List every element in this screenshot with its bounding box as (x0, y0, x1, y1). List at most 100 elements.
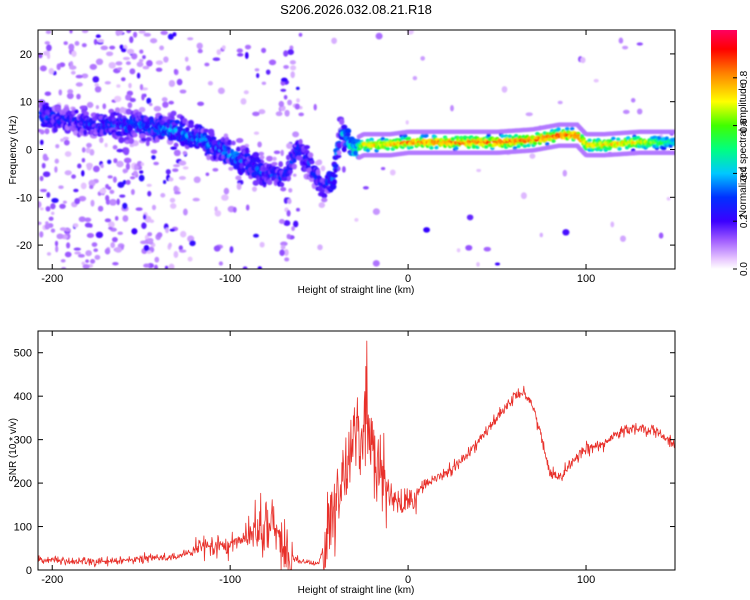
spectrogram-cell (104, 218, 112, 223)
spectrogram-x-ticks: -200 -100 0 100 (41, 30, 595, 285)
spectrogram-cell (115, 61, 123, 66)
spectrogram-cell (303, 145, 310, 150)
spectrogram-cell (512, 146, 518, 151)
spectrogram-cell (289, 60, 296, 65)
spectrogram-cell (242, 266, 248, 269)
spectrogram-y-tick-label: 20 (20, 49, 32, 61)
spectrogram-cell (82, 264, 90, 269)
snr-x-ticks: -200 -100 0 100 (41, 331, 595, 586)
spectrogram-cell (146, 60, 153, 67)
spectrogram-cell (557, 100, 563, 105)
spectrogram-cell (283, 220, 291, 227)
spectrogram-cell (556, 126, 561, 131)
spectrogram-cell (185, 65, 191, 71)
spectrogram-cell (259, 241, 265, 248)
spectrogram-cell (622, 45, 629, 50)
spectrogram-cell (286, 233, 291, 240)
spectrogram-cell (143, 214, 147, 220)
spectrogram-cell (341, 124, 348, 130)
spectrogram-cell (74, 109, 79, 114)
spectrogram-cell (666, 196, 671, 201)
spectrogram-cell (217, 87, 225, 95)
spectrogram-cell (110, 242, 116, 249)
spectrogram-cell (169, 228, 176, 232)
spectrogram-cell (52, 126, 58, 133)
spectrogram-x-label: Height of straight line (km) (298, 285, 415, 296)
spectrogram-cell (136, 160, 143, 167)
spectrogram-cell (81, 261, 86, 266)
spectrogram-cell (254, 68, 260, 72)
spectrogram-cell (196, 42, 203, 50)
spectrogram-cell (55, 144, 60, 149)
snr-x-tick-label: -200 (41, 574, 63, 586)
spectrogram-cell (450, 137, 455, 142)
spectrogram-cell (283, 50, 289, 57)
spectrogram-cell (81, 147, 86, 153)
spectrogram-cell (149, 38, 158, 44)
spectrogram-cell (168, 242, 172, 248)
spectrogram-cell (126, 48, 135, 55)
spectrogram-cell (532, 141, 537, 146)
spectrogram-cell (95, 231, 104, 239)
spectrogram-cell (507, 134, 513, 139)
spectrogram-cell (140, 137, 147, 142)
spectrogram-cell (94, 254, 101, 260)
spectrogram-cell (105, 184, 110, 189)
spectrogram-cell (78, 216, 86, 223)
spectrogram-cell (235, 138, 244, 143)
spectrogram-cell (180, 230, 187, 238)
spectrogram-cell (39, 129, 45, 135)
spectrogram-cell (89, 63, 98, 70)
spectrogram-cell (63, 41, 68, 45)
spectrogram-cell (138, 174, 145, 182)
spectrogram-cell (151, 204, 157, 211)
spectrogram-cell (92, 165, 100, 173)
spectrogram-cell (125, 61, 131, 66)
spectrogram-cell (136, 61, 144, 68)
spectrogram-cell (59, 203, 66, 209)
spectrogram-cell (454, 146, 459, 151)
spectrogram-cell (380, 136, 385, 141)
spectrogram-cell (315, 168, 321, 176)
spectrogram-cell (197, 101, 205, 107)
spectrogram-cell (630, 98, 636, 103)
spectrogram-cell (287, 198, 292, 205)
spectrogram-cell (48, 216, 54, 221)
spectrogram-cell (160, 30, 168, 35)
spectrogram-cell (97, 38, 105, 43)
spectrogram-cell (272, 156, 277, 161)
spectrogram-cell (429, 145, 434, 150)
spectrogram-cell (226, 146, 231, 151)
spectrogram-cell (162, 179, 167, 185)
spectrogram-cell (294, 103, 300, 110)
spectrogram-cell (252, 186, 257, 192)
spectrogram-cell (207, 81, 213, 86)
spectrogram-cell (170, 110, 177, 117)
spectrogram-cell (146, 97, 152, 105)
spectrogram-cell (73, 188, 79, 193)
spectrogram-cell (223, 187, 230, 195)
spectrogram-cell (44, 41, 51, 45)
spectrogram-cell (156, 232, 163, 238)
spectrogram-cell (143, 32, 151, 37)
spectrogram-cell (283, 249, 289, 257)
spectrogram-cell (286, 210, 291, 217)
spectrogram-cell (292, 156, 297, 163)
spectrogram-cell (58, 89, 63, 96)
spectrogram-cell (44, 223, 50, 230)
spectrogram-cell (658, 232, 664, 239)
snr-x-tick-label: 0 (405, 574, 411, 586)
spectrogram-cell (409, 145, 414, 150)
spectrogram-cell (167, 33, 174, 40)
spectrogram-cell (266, 179, 273, 186)
spectrogram-cell (59, 227, 67, 231)
spectrogram-cell (265, 69, 271, 75)
spectrogram-cell (102, 103, 107, 110)
spectrogram-cell (240, 167, 246, 173)
spectrogram-cell (46, 123, 54, 128)
spectrogram-cell (73, 247, 81, 251)
spectrogram-cell (142, 55, 146, 60)
spectrogram-cell (178, 245, 183, 251)
